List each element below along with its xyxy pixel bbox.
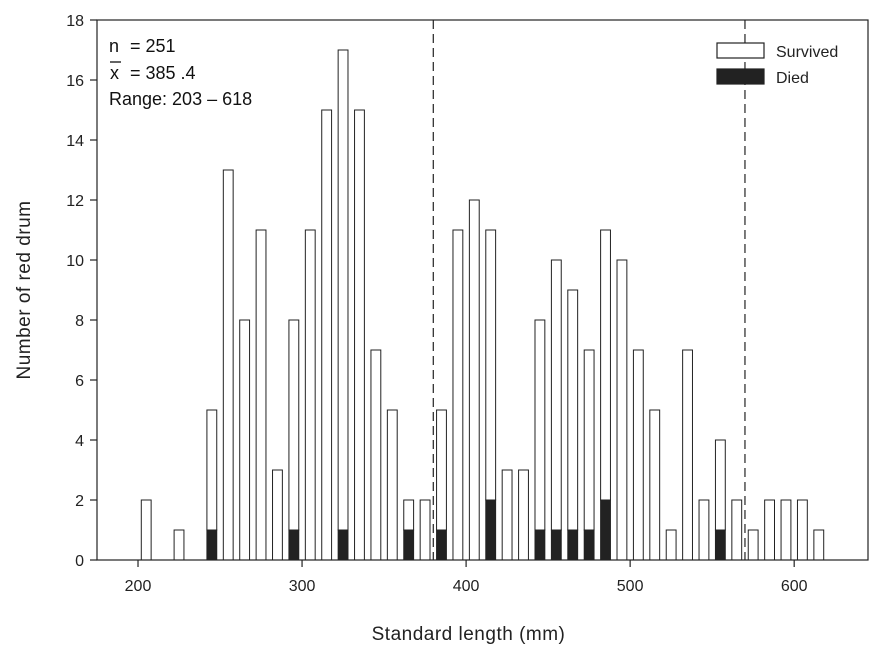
y-axis-title: Number of red drum [14,200,35,379]
bar-survived [485,229,497,501]
bars-layer [140,49,825,561]
bar-survived [534,319,546,531]
bar-survived [337,49,349,531]
sample-size-value: = 251 [130,36,176,56]
bar-survived [813,529,825,561]
bar-survived [452,229,464,561]
range-text: Range: 203 – 618 [109,89,252,109]
bar-survived [370,349,382,561]
y-tick-label: 2 [75,493,84,510]
bar-died [550,529,562,561]
bar-survived [288,319,300,531]
bar-survived [764,499,775,561]
bar-survived [501,469,513,561]
y-tick-label: 8 [75,313,84,330]
bar-died [600,499,611,561]
x-axis: 200 300 400 500 600 [125,560,808,595]
y-tick-label: 6 [75,373,84,390]
bar-died [567,529,579,561]
bar-survived [567,289,579,531]
bar-survived [468,199,480,561]
bar-survived [731,499,743,561]
bar-died [534,529,546,561]
bar-survived [386,409,398,561]
bar-survived [583,349,595,531]
y-tick-label: 4 [75,433,84,450]
bar-died [436,529,447,561]
bar-survived [304,229,316,561]
legend-swatch-died [716,68,765,85]
y-tick-label: 16 [66,73,84,90]
mean-label: x [110,63,119,83]
bar-survived [272,469,283,561]
bar-died [288,529,300,561]
bar-survived [682,349,693,561]
bar-died [583,529,595,561]
y-tick-label: 14 [66,133,84,150]
x-tick-label: 200 [125,578,152,595]
bar-survived [796,499,808,561]
bar-survived [518,469,529,561]
bar-survived [616,259,628,561]
bar-died [337,529,349,561]
bar-survived [419,499,431,561]
legend: Survived Died [716,42,838,87]
bar-survived [173,529,185,561]
y-tick-label: 10 [66,253,84,270]
bar-died [485,499,497,561]
bar-survived [747,529,759,561]
bar-survived [632,349,644,561]
bar-died [714,529,726,561]
bar-survived [665,529,677,561]
bar-survived [649,409,661,561]
bar-died [403,529,415,561]
bar-survived [140,499,152,561]
bar-survived [222,169,234,561]
bar-survived [600,229,611,501]
bar-survived [354,109,365,561]
bar-survived [403,499,415,531]
bar-survived [206,409,218,531]
bar-survived [255,229,267,561]
y-tick-label: 18 [66,13,84,30]
x-axis-title: Standard length (mm) [372,624,566,645]
bar-survived [714,439,726,531]
y-axis: 0 2 4 6 8 10 12 14 16 18 [66,13,97,570]
legend-label-died: Died [776,70,809,87]
y-tick-label: 12 [66,193,84,210]
bar-survived [550,259,562,531]
legend-swatch-survived [716,42,765,59]
bar-survived [436,409,447,531]
bar-survived [698,499,710,561]
x-tick-label: 400 [453,578,480,595]
sample-size-label: n [109,36,119,56]
bar-survived [780,499,792,561]
bar-died [206,529,218,561]
y-tick-label: 0 [75,553,84,570]
reference-lines [432,20,746,560]
bar-survived [239,319,251,561]
bar-survived [321,109,333,561]
plot-frame [96,19,869,561]
x-tick-label: 300 [289,578,316,595]
mean-value: = 385 .4 [130,63,196,83]
x-tick-label: 500 [617,578,644,595]
stats-annotation: n = 251 x = 385 .4 Range: 203 – 618 [109,36,252,109]
legend-label-survived: Survived [776,44,838,61]
x-tick-label: 600 [781,578,808,595]
